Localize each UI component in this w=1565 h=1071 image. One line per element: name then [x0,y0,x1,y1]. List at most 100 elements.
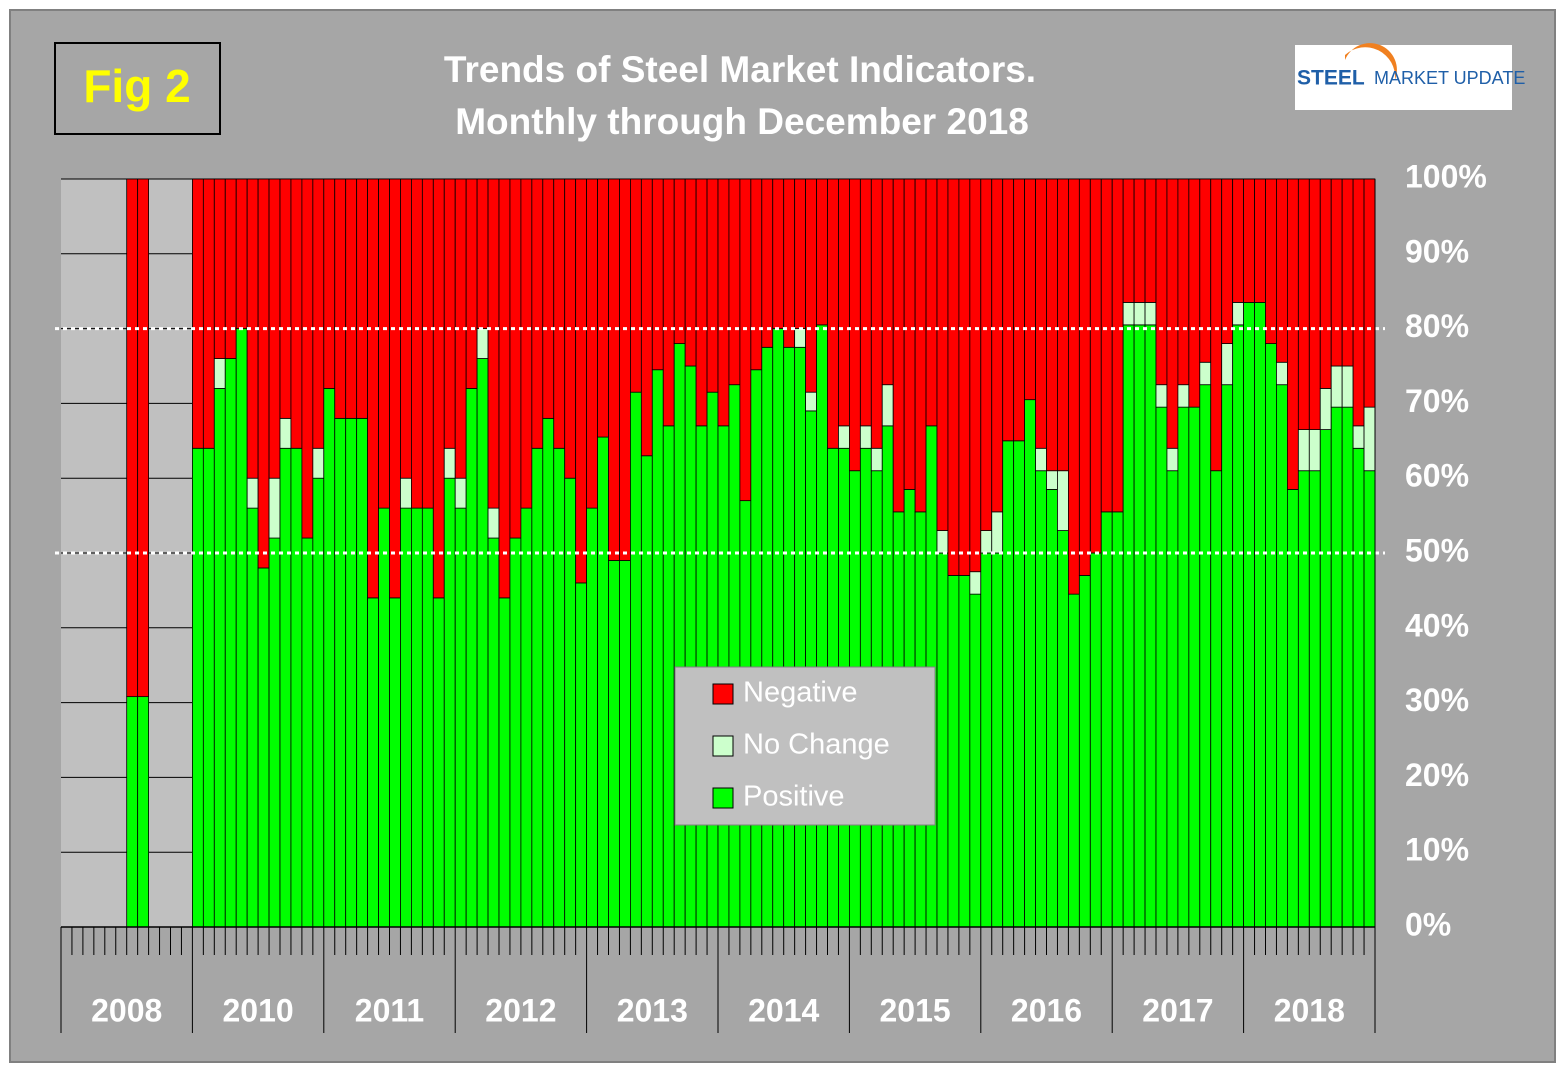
bar-segment [564,477,577,928]
bar-segment [345,178,358,419]
y-tick-label: 90% [1405,233,1469,269]
bar-segment [706,178,719,393]
y-tick-label: 100% [1405,158,1487,194]
bar-segment [1188,406,1201,928]
badge: Fig 2 [83,60,190,112]
bar-segment [1100,178,1113,513]
bar-segment [1166,470,1179,928]
bar-segment [958,178,971,576]
bar-segment [410,178,423,509]
chart-title: Trends of Steel Market Indicators. [444,49,1036,90]
bar-segment [1297,178,1310,430]
bar-segment [936,178,949,531]
bar-segment [443,178,456,449]
bar-segment [1002,440,1015,928]
bar-segment [268,537,281,928]
bar-segment [1330,406,1343,928]
bar-segment [1133,302,1146,326]
bar-segment [575,178,588,584]
bar-segment [465,178,478,389]
y-tick-label: 0% [1405,906,1451,942]
bar-segment [378,507,390,928]
y-tick-label: 50% [1405,532,1469,568]
bar-segment [410,507,423,928]
bar-segment [1363,178,1376,408]
bar-segment [1276,361,1288,386]
bar-segment [1057,470,1069,531]
bar-segment [1177,384,1190,408]
bar-segment [761,346,774,928]
bar-segment [487,507,500,539]
bar-segment [1035,470,1047,928]
bar-segment [684,178,697,367]
bar-segment [586,507,598,928]
bar-segment [1363,470,1376,928]
bar-segment [1232,178,1245,303]
bar-segment [1297,470,1310,928]
bar-segment [980,178,993,531]
bar-segment [389,597,401,928]
bar-segment [1265,343,1277,928]
y-tick-label: 10% [1405,832,1469,868]
bar-segment [356,417,368,928]
bar-segment [235,178,248,330]
bar-segment [969,593,982,928]
bar-segment [1254,302,1266,928]
bar-segment [651,178,664,371]
bar-segment [1330,178,1343,367]
bar-segment [334,178,347,419]
bar-segment [1308,178,1321,430]
bar-segment [312,477,325,928]
bar-segment [750,178,763,371]
bar-segment [476,178,489,330]
bar-segment [1002,178,1015,442]
bar-segment [1122,178,1135,303]
bar-segment [772,178,785,330]
y-tick-label: 40% [1405,607,1469,643]
bar-segment [651,369,664,928]
bar-segment [827,178,839,449]
bar-segment [202,447,215,928]
y-tick-label: 30% [1405,682,1469,718]
bar-segment [389,178,401,599]
bar-segment [1276,384,1288,928]
bar-segment [498,178,511,599]
bar-segment [1287,178,1299,490]
bar-segment [531,178,544,449]
bar-segment [1111,511,1124,928]
bar-segment [137,178,149,698]
bar-segment [805,391,817,412]
bar-segment [958,575,971,928]
bar-segment [1199,178,1212,363]
bar-segment [1232,302,1245,326]
bar-segment [947,575,960,928]
bar-segment [246,507,259,928]
bar-segment [1352,447,1365,928]
bar-segment [301,178,314,539]
y-tick-label: 80% [1405,308,1469,344]
x-tick-label: 2011 [355,992,424,1028]
bar-segment [520,507,533,928]
bar-segment [1199,384,1212,928]
bar-segment [1177,178,1190,386]
bar-segment [202,178,215,449]
bar-segment [1210,470,1223,928]
chart-subtitle: Monthly through December 2018 [455,101,1029,142]
bar-segment [290,178,303,449]
bar-segment [816,178,828,326]
y-tick-label: 70% [1405,383,1469,419]
bar-segment [1144,302,1157,326]
bar-segment [268,477,281,539]
bar-segment [1155,178,1168,386]
bar-segment [1188,178,1201,408]
bar-segment [1133,178,1146,303]
bar-segment [126,178,139,698]
bar-segment [772,328,785,928]
bar-segment [520,178,533,509]
bar-segment [706,391,719,928]
bar-segment [783,178,796,348]
bar-segment [312,447,325,479]
bar-segment [312,178,325,449]
bar-segment [432,597,445,928]
bar-segment [323,178,336,389]
